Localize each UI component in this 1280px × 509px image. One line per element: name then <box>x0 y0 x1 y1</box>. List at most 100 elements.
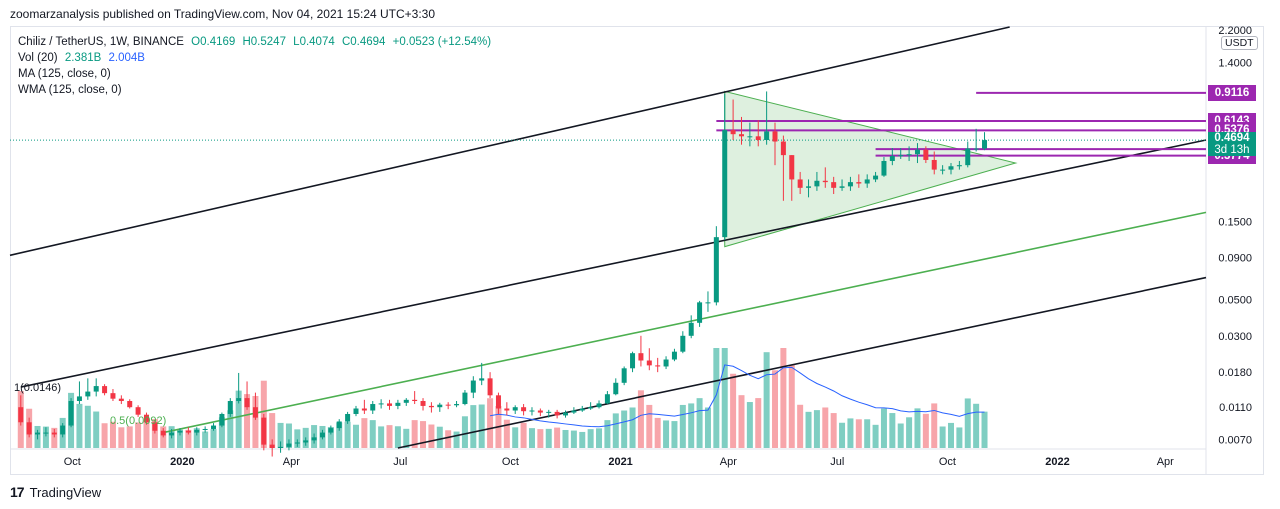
x-tick-label: Oct <box>64 456 81 468</box>
candle-body <box>51 432 57 435</box>
y-tick-label: 0.0180 <box>1218 367 1252 379</box>
current-price-tag: 0.4694 3d 13h <box>1208 132 1256 157</box>
volume-bar <box>151 419 158 448</box>
candle-body <box>185 430 191 433</box>
volume-bar <box>294 429 301 448</box>
candle-body <box>428 405 434 408</box>
volume-bar <box>126 426 133 448</box>
candle-body <box>663 359 669 367</box>
candle-body <box>487 378 493 396</box>
candle-body <box>219 413 225 426</box>
volume-bar <box>746 402 753 448</box>
candle-body <box>328 428 334 433</box>
candle-body <box>177 430 183 433</box>
volume-bar <box>822 407 829 448</box>
volume-bar <box>285 423 292 448</box>
candle-body <box>244 398 250 408</box>
candle-body <box>780 141 786 156</box>
candle-body <box>261 417 267 445</box>
legend-symbol[interactable]: Chiliz / TetherUS, 1W, BINANCE <box>18 36 184 48</box>
legend-wma-row: WMA (125, close, 0) <box>18 82 126 98</box>
candle-body <box>18 407 24 423</box>
volume-bar <box>596 428 603 448</box>
y-tick-label: 0.0900 <box>1218 253 1252 265</box>
legend-open: O0.4169 <box>191 36 236 48</box>
x-tick-label: Apr <box>720 456 737 468</box>
candle-body <box>940 169 946 171</box>
volume-bar <box>738 395 745 448</box>
candle-body <box>772 131 778 142</box>
volume-bar <box>956 427 963 448</box>
volume-bar <box>252 395 259 448</box>
candle-body <box>856 182 862 184</box>
volume-bar <box>193 428 200 448</box>
volume-bar <box>42 426 49 448</box>
candle-body <box>311 437 317 441</box>
candle-body <box>35 432 41 435</box>
volume-bar <box>604 420 611 448</box>
legend-vol-ma-value: 2.004B <box>108 52 145 64</box>
candle-body <box>319 432 325 438</box>
candle-body <box>294 442 300 444</box>
candle-body <box>914 149 920 155</box>
candle-body <box>135 407 141 415</box>
currency-button[interactable]: USDT <box>1221 36 1258 50</box>
candle-body <box>387 403 393 406</box>
volume-bar <box>453 431 460 448</box>
volume-bar <box>411 420 418 448</box>
legend-vol-value: 2.381B <box>64 52 102 64</box>
publish-header: zoomarzanalysis published on TradingView… <box>10 7 436 21</box>
volume-bar <box>805 411 812 448</box>
candle-body <box>353 408 359 414</box>
candle-body <box>495 395 501 409</box>
volume-bar <box>202 431 209 448</box>
candle-body <box>370 404 376 411</box>
candle-body <box>395 402 401 406</box>
volume-bar <box>721 348 728 448</box>
tradingview-wordmark[interactable]: TradingView <box>29 484 102 500</box>
volume-bar <box>394 426 401 448</box>
candle-body <box>621 368 627 383</box>
volume-bar <box>906 417 913 448</box>
volume-bar <box>227 410 234 448</box>
candle-body <box>227 401 233 414</box>
volume-bar <box>528 428 535 448</box>
candle-body <box>604 394 610 404</box>
volume-bar <box>872 424 879 448</box>
volume-bar <box>344 421 351 448</box>
candle-body <box>814 180 820 187</box>
volume-bar <box>403 428 410 448</box>
candle-body <box>512 407 518 411</box>
candle-body <box>202 428 208 430</box>
candle-body <box>965 148 971 166</box>
candle-body <box>269 444 275 448</box>
chart-frame[interactable] <box>10 26 1264 475</box>
volume-bar <box>436 426 443 448</box>
legend-wma-label[interactable]: WMA (125, close, 0) <box>18 84 122 96</box>
candle-body <box>361 408 367 411</box>
volume-bar <box>520 422 527 448</box>
volume-bar <box>562 429 569 448</box>
volume-bar <box>621 410 628 448</box>
candle-body <box>881 160 887 176</box>
candle-body <box>529 410 535 412</box>
candle-body <box>504 408 510 411</box>
candle-body <box>847 182 853 187</box>
candle-body <box>420 401 426 406</box>
candle-body <box>412 399 418 402</box>
candle-body <box>889 156 895 161</box>
candle-body <box>562 412 568 416</box>
volume-bar <box>143 421 150 448</box>
legend-vol-label[interactable]: Vol (20) <box>18 52 58 64</box>
x-tick-label: Apr <box>1157 456 1174 468</box>
volume-bar <box>378 426 385 448</box>
volume-bar <box>855 419 862 448</box>
volume-bar <box>688 403 695 448</box>
candle-body <box>898 155 904 157</box>
candle-body <box>705 302 711 304</box>
legend-ma-label[interactable]: MA (125, close, 0) <box>18 68 111 80</box>
volume-bar <box>101 423 108 448</box>
volume-bar <box>772 370 779 448</box>
legend-change: +0.0523 (+12.54%) <box>392 36 492 48</box>
